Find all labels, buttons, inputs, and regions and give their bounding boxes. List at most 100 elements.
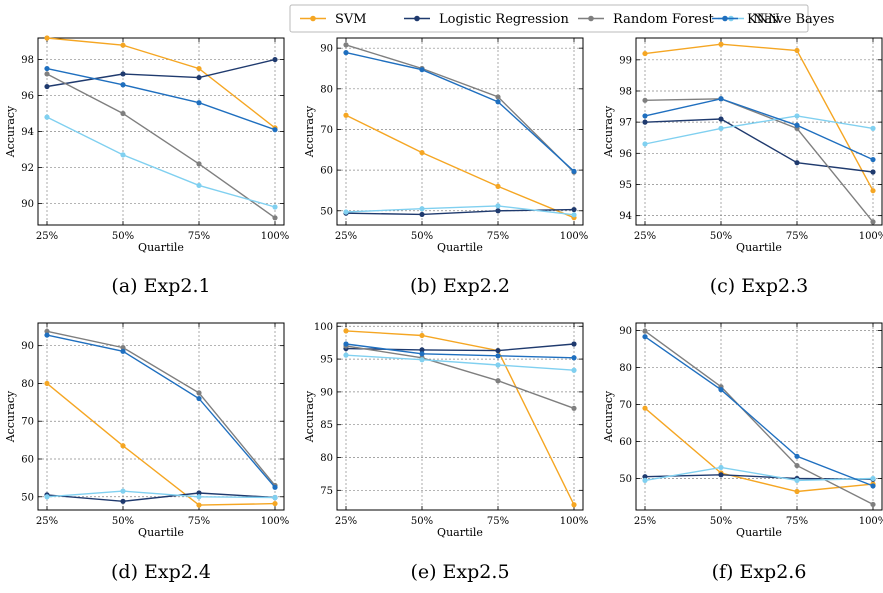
data-point xyxy=(419,211,425,218)
data-point xyxy=(794,47,800,54)
y-axis-label: Accuracy xyxy=(303,390,316,443)
y-tick-label: 94 xyxy=(619,211,632,222)
data-point xyxy=(272,484,278,490)
y-tick-label: 80 xyxy=(21,379,34,390)
panel-2: 25% 50% 75% 100% 50 60 70 80 90 Quartile Accuracy (… xyxy=(303,37,589,297)
data-point xyxy=(343,42,349,48)
data-point xyxy=(419,67,425,73)
x-tick-label: 50% xyxy=(411,231,433,242)
series-line xyxy=(644,43,874,192)
data-point xyxy=(495,378,501,384)
x-tick-label: 100% xyxy=(560,231,589,242)
legend-swatch-marker xyxy=(722,15,728,22)
y-tick-label: 97 xyxy=(619,118,632,129)
data-point xyxy=(343,50,349,56)
x-tick-label: 25% xyxy=(634,516,656,527)
series-logistic-regression xyxy=(44,490,278,504)
x-tick-label: 25% xyxy=(335,516,357,527)
data-point xyxy=(718,96,724,102)
data-point xyxy=(571,168,577,174)
data-point xyxy=(571,502,577,508)
legend-label: Naive Bayes xyxy=(753,12,834,27)
legend-label: SVM xyxy=(335,12,367,27)
panel-caption: (c) Exp2.3 xyxy=(710,275,808,297)
data-point xyxy=(495,347,501,354)
data-point xyxy=(794,462,800,469)
series-naive-bayes xyxy=(44,114,278,210)
data-point xyxy=(343,209,349,215)
series-svm xyxy=(642,405,876,495)
plot-frame xyxy=(37,322,285,511)
data-point xyxy=(44,114,50,120)
data-point xyxy=(495,362,501,368)
series-line xyxy=(345,114,575,219)
series-random-forest xyxy=(343,343,577,411)
panel-5: 25% 50% 75% 100% 75 80 85 90 95 100 Quartile Accura… xyxy=(303,322,588,583)
series-line xyxy=(345,343,575,352)
y-tick-label: 60 xyxy=(320,166,333,177)
x-tick-label: 75% xyxy=(786,516,808,527)
x-tick-label: 50% xyxy=(112,231,134,242)
x-tick-label: 50% xyxy=(112,516,134,527)
panel-caption: (f) Exp2.6 xyxy=(712,561,807,583)
series-line xyxy=(644,466,874,482)
data-point xyxy=(44,332,50,338)
data-point xyxy=(272,56,278,63)
data-point xyxy=(642,141,648,147)
data-point xyxy=(196,395,202,402)
data-point xyxy=(120,488,126,494)
series-naive-bayes xyxy=(44,488,278,501)
legend-item-logistic-regression: Logistic Regression xyxy=(404,12,569,27)
plot-frame xyxy=(635,37,883,226)
y-axis-label: Accuracy xyxy=(602,105,615,158)
data-point xyxy=(642,405,648,411)
data-point xyxy=(870,475,876,482)
data-point xyxy=(272,127,278,133)
y-tick-label: 96 xyxy=(619,149,632,160)
data-point xyxy=(419,332,425,339)
legend-swatch-marker xyxy=(588,15,594,22)
series-line xyxy=(644,115,874,145)
series-logistic-regression xyxy=(44,56,278,90)
plot-frame xyxy=(336,322,584,511)
data-point xyxy=(870,483,876,489)
data-point xyxy=(495,99,501,105)
legend-item-random-forest: Random Forest xyxy=(578,12,715,27)
legend-swatch-marker xyxy=(414,15,420,22)
y-tick-label: 50 xyxy=(619,474,632,485)
y-tick-label: 90 xyxy=(320,387,333,398)
data-point xyxy=(794,122,800,128)
y-tick-label: 50 xyxy=(21,492,34,503)
data-point xyxy=(120,82,126,88)
legend-item-svm: SVM xyxy=(300,12,367,27)
series-logistic-regression xyxy=(343,206,577,218)
data-point xyxy=(196,182,202,189)
series-random-forest xyxy=(343,42,577,175)
data-point xyxy=(419,351,425,357)
data-point xyxy=(343,112,349,118)
data-point xyxy=(44,65,50,72)
data-point xyxy=(120,152,126,158)
series-line xyxy=(345,205,575,216)
data-point xyxy=(196,161,202,167)
y-tick-label: 70 xyxy=(619,400,632,411)
data-point xyxy=(642,119,648,125)
y-tick-label: 100 xyxy=(314,322,333,333)
data-point xyxy=(343,328,349,334)
data-point xyxy=(794,488,800,495)
series-line xyxy=(345,51,575,172)
data-point xyxy=(44,380,50,387)
series-knn xyxy=(44,65,278,133)
y-axis-label: Accuracy xyxy=(4,105,17,158)
data-point xyxy=(196,100,202,106)
data-point xyxy=(272,204,278,210)
series-logistic-regression xyxy=(642,116,876,175)
x-tick-label: 100% xyxy=(859,231,883,242)
y-tick-label: 70 xyxy=(21,417,34,428)
y-tick-label: 94 xyxy=(21,127,34,138)
y-tick-label: 98 xyxy=(619,86,632,97)
data-point xyxy=(120,110,126,117)
x-tick-label: 100% xyxy=(859,516,883,527)
data-point xyxy=(870,156,876,163)
